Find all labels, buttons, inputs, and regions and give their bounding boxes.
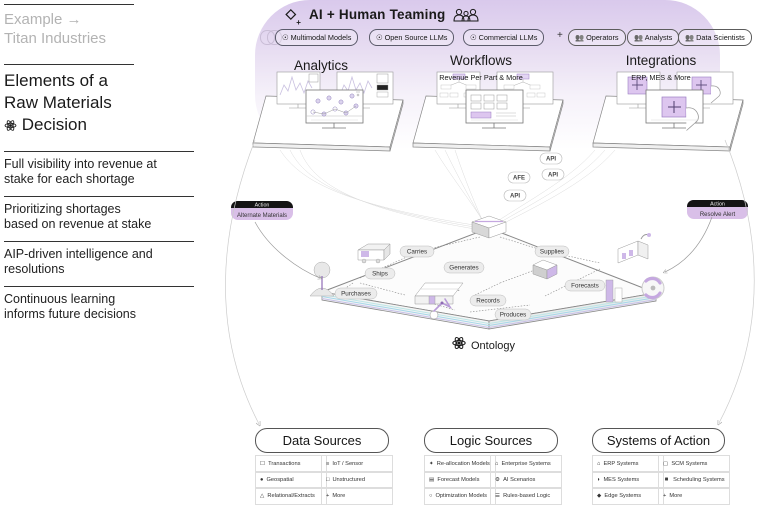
svg-text:AFE: AFE [513, 176, 525, 182]
svg-text:Records: Records [476, 298, 499, 305]
svg-text:Forecasts: Forecasts [571, 283, 599, 290]
svg-text:Supplies: Supplies [540, 249, 564, 256]
svg-text:Alternate Materials: Alternate Materials [237, 213, 287, 219]
svg-text:Purchases: Purchases [341, 291, 371, 298]
svg-text:Generates: Generates [449, 265, 478, 272]
svg-text:Action: Action [255, 203, 270, 209]
svg-text:Carries: Carries [407, 249, 427, 256]
svg-text:Resolve Alert: Resolve Alert [700, 212, 736, 218]
svg-text:Ships: Ships [372, 271, 388, 278]
svg-text:API: API [510, 194, 520, 200]
svg-text:API: API [546, 157, 556, 163]
svg-text:API: API [548, 173, 558, 179]
svg-text:Action: Action [710, 202, 725, 208]
svg-text:Ontology: Ontology [471, 340, 516, 352]
svg-text:Produces: Produces [500, 312, 527, 319]
